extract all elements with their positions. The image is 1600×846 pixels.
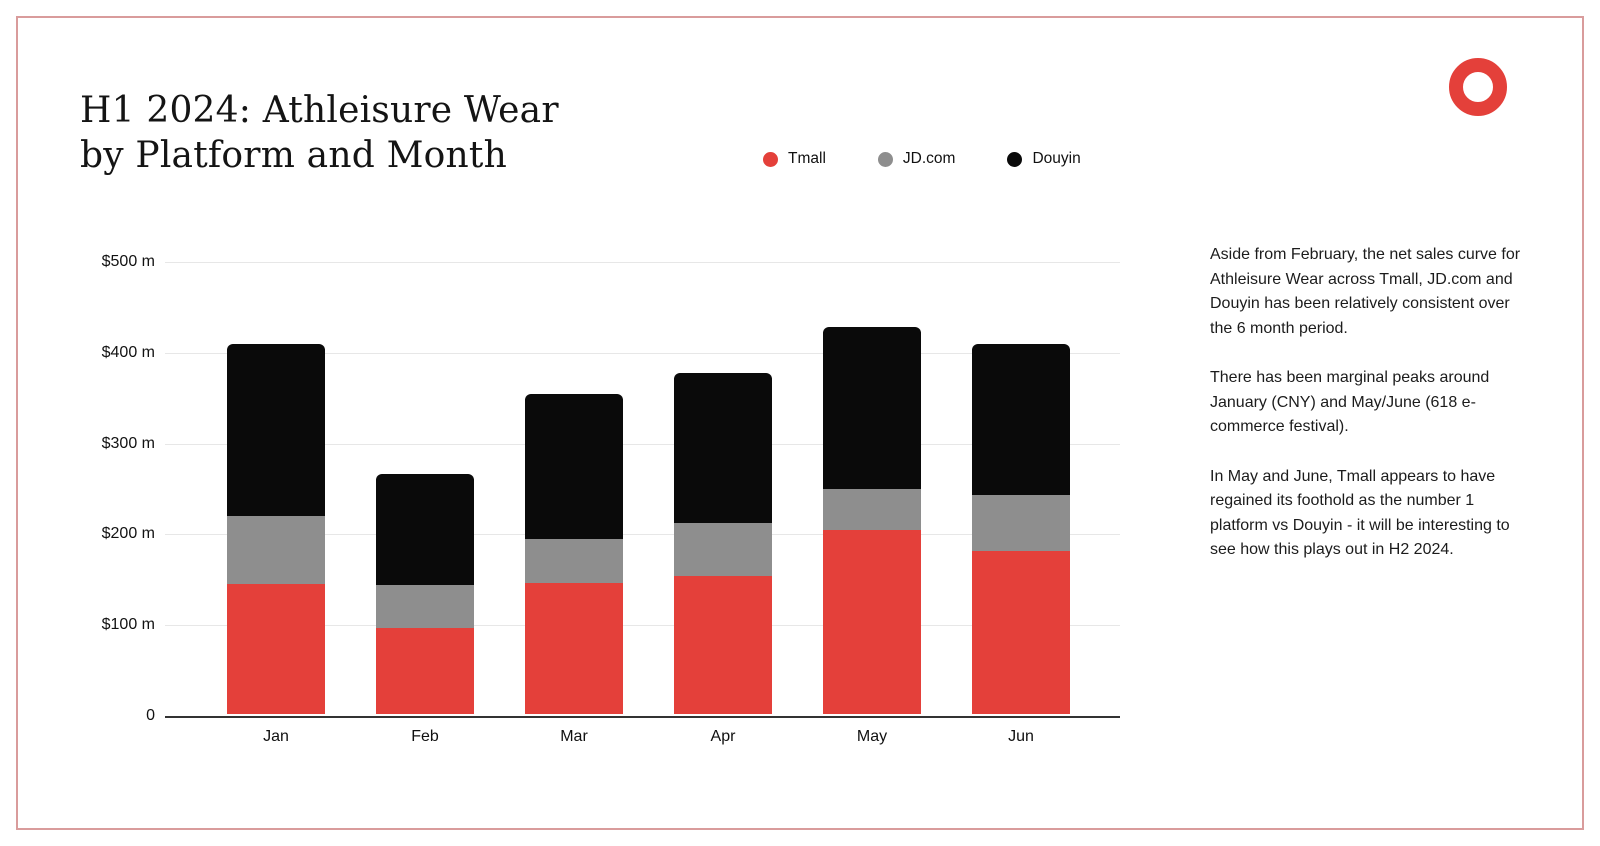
- bar-segment-jdcom: [823, 488, 921, 530]
- bar-segment-jdcom: [227, 516, 325, 585]
- gridline: [165, 625, 1120, 626]
- x-tick-label: Apr: [710, 728, 736, 745]
- gridline: [165, 353, 1120, 354]
- legend-label: JD.com: [902, 150, 956, 167]
- page-title: H1 2024: Athleisure Wear by Platform and…: [80, 88, 559, 178]
- bar-jun: [972, 344, 1070, 714]
- bar-segment-douyin: [376, 474, 474, 586]
- y-tick-label: $200 m: [101, 525, 155, 542]
- bar-segment-douyin: [972, 344, 1070, 496]
- x-axis-line: [165, 716, 1120, 718]
- x-tick-label: May: [856, 728, 888, 745]
- gridline: [165, 262, 1120, 263]
- page-title-line1: H1 2024: Athleisure Wear: [80, 90, 559, 131]
- x-tick-label: Jun: [1008, 728, 1034, 745]
- bar-segment-tmall: [227, 584, 325, 714]
- y-tick-label: 0: [146, 707, 155, 724]
- bar-mar: [525, 393, 623, 714]
- y-tick-label: $300 m: [101, 435, 155, 452]
- x-axis-labels: Jan Feb Mar Apr May Jun: [165, 728, 1120, 750]
- bar-segment-tmall: [823, 529, 921, 714]
- bar-segment-jdcom: [972, 495, 1070, 551]
- x-tick-label: Feb: [411, 728, 439, 745]
- commentary-paragraph: There has been marginal peaks around Jan…: [1210, 369, 1490, 435]
- gridline: [165, 444, 1120, 445]
- y-axis-labels: $500 m $400 m $300 m $200 m $100 m 0: [60, 253, 155, 724]
- bar-segment-douyin: [823, 327, 921, 489]
- bar-segment-tmall: [525, 583, 623, 714]
- bar-may: [823, 327, 921, 714]
- commentary-text-block: Aside from February, the net sales curve…: [1210, 243, 1525, 588]
- legend-dot-icon: [1007, 151, 1023, 167]
- bar-segment-douyin: [227, 343, 325, 517]
- stacked-bar-chart: [165, 262, 1120, 718]
- page-title-line2: by Platform and Month: [80, 135, 507, 176]
- legend-label: Douyin: [1032, 150, 1081, 167]
- y-tick-label: $400 m: [101, 344, 155, 361]
- bar-segment-douyin: [525, 393, 623, 539]
- bar-segment-jdcom: [376, 585, 474, 628]
- chart-legend: Tmall JD.com Douyin: [763, 150, 1081, 168]
- bar-segment-jdcom: [525, 538, 623, 584]
- commentary-paragraph: Aside from February, the net sales curve…: [1210, 246, 1521, 337]
- brand-logo-ring-icon: [1449, 58, 1507, 116]
- legend-dot-icon: [877, 151, 893, 167]
- x-tick-label: Mar: [560, 728, 588, 745]
- y-tick-label: $500 m: [101, 253, 155, 270]
- bar-segment-douyin: [674, 372, 772, 524]
- legend-item-jdcom: JD.com: [877, 150, 956, 168]
- commentary-paragraph: In May and June, Tmall appears to have r…: [1210, 467, 1510, 559]
- legend-item-douyin: Douyin: [1007, 150, 1081, 168]
- bar-segment-tmall: [972, 550, 1070, 714]
- bar-segment-tmall: [376, 627, 474, 714]
- bar-jan: [227, 343, 325, 714]
- legend-item-tmall: Tmall: [763, 150, 826, 168]
- gridline: [165, 534, 1120, 535]
- legend-dot-icon: [763, 151, 778, 167]
- bar-segment-jdcom: [674, 523, 772, 576]
- x-tick-label: Jan: [263, 728, 289, 745]
- bar-segment-tmall: [674, 575, 772, 714]
- bar-apr: [674, 372, 772, 714]
- bar-feb: [376, 474, 474, 714]
- y-tick-label: $100 m: [101, 616, 155, 633]
- legend-label: Tmall: [788, 150, 826, 167]
